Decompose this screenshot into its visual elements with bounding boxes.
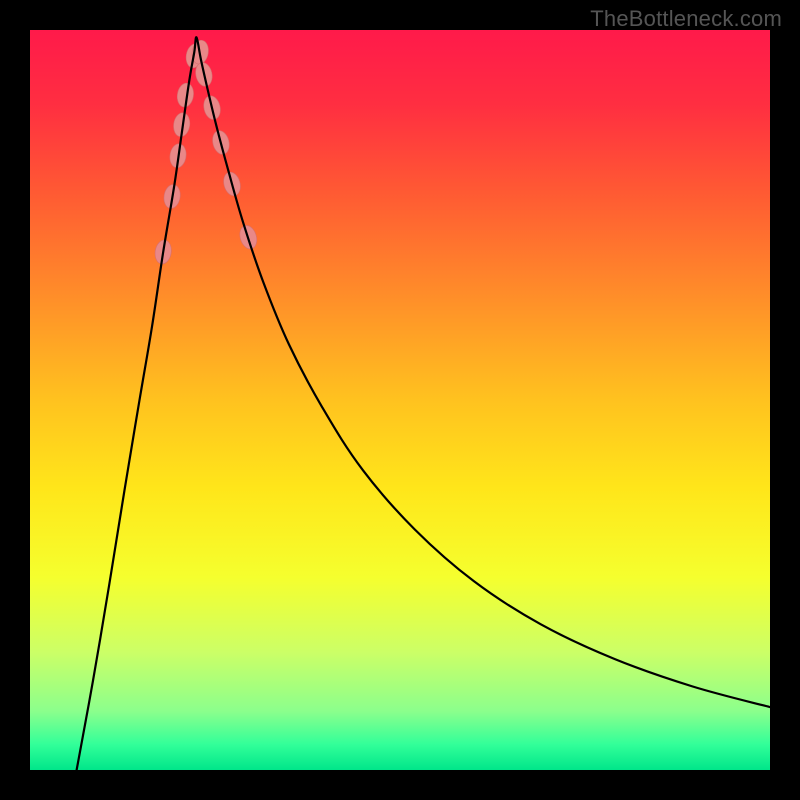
curve-layer [30, 30, 770, 770]
plot-area [30, 30, 770, 770]
chart-frame: TheBottleneck.com [0, 0, 800, 800]
bottleneck-curve [77, 37, 770, 770]
watermark-text: TheBottleneck.com [590, 6, 782, 32]
data-markers [153, 39, 259, 265]
